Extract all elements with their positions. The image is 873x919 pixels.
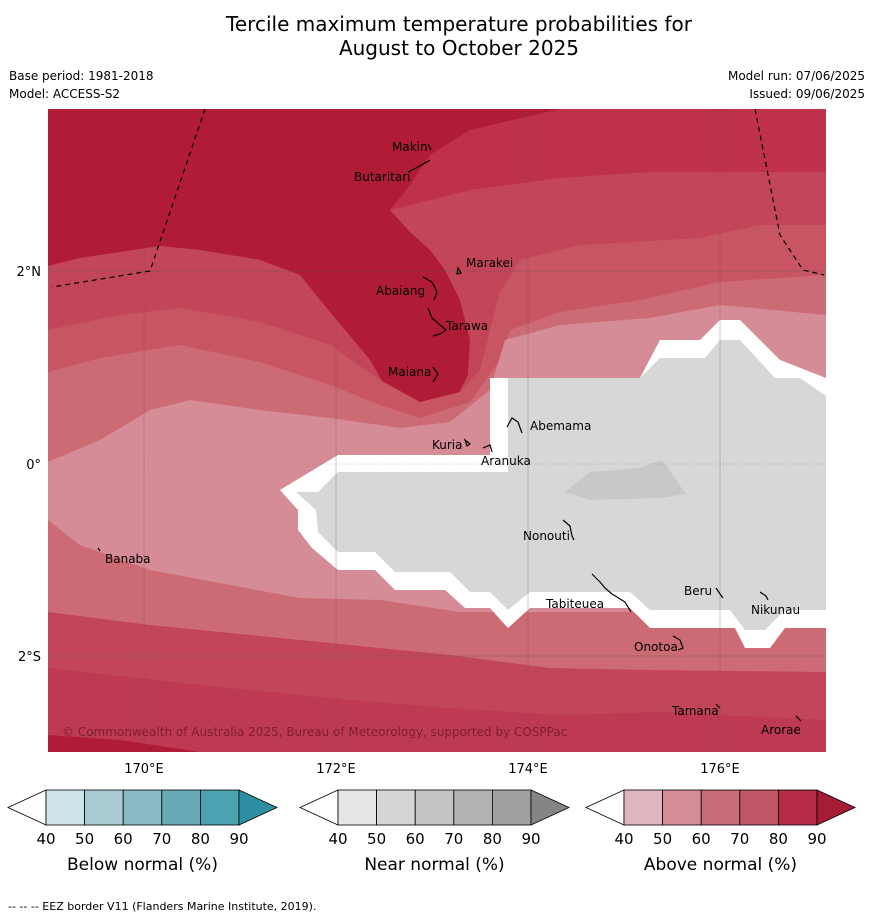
- island-label: Abaiang: [376, 284, 425, 298]
- colorbar-tick-label: 40: [328, 830, 347, 848]
- colorbar-cell: [161, 789, 201, 826]
- meta-left: Base period: 1981-2018 Model: ACCESS-S2: [9, 68, 154, 104]
- colorbar-title: Above normal (%): [644, 855, 797, 875]
- band-90-south: [48, 735, 200, 752]
- colorbar-tick-label: 40: [614, 830, 633, 848]
- colorbar-cell: [700, 789, 741, 826]
- island-label: Beru: [684, 584, 712, 598]
- colorbar-cell: [45, 789, 85, 826]
- colorbar-title: Below normal (%): [67, 855, 218, 875]
- lon-tick-label: 174°E: [508, 762, 548, 777]
- colorbar-tick-label: 70: [444, 830, 463, 848]
- model-run-text: Model run: 07/06/2025: [727, 69, 865, 83]
- island-label: Abemama: [530, 419, 591, 433]
- island-label: Tarawa: [445, 319, 488, 333]
- colorbar-legends: 40 50 60 70 80 90 Below normal (%) 40 50 60 70 80 90…: [7, 789, 856, 875]
- model-text: Model: ACCESS-S2: [9, 87, 121, 101]
- colorbar-tick-label: 50: [653, 830, 672, 848]
- colorbar-low-arrow: [585, 789, 625, 826]
- colorbar-low-arrow: [299, 789, 339, 826]
- eez-border: [51, 109, 825, 288]
- island-label: Maiana: [388, 365, 431, 379]
- colorbar-cell: [491, 789, 532, 826]
- colorbar-low-arrow: [7, 789, 47, 826]
- axis-labels: 170°E 172°E 174°E 176°E 2°N 0° 2°S: [17, 265, 740, 777]
- island-label: Aranuka: [481, 454, 531, 468]
- colorbar: 40 50 60 70 80 90 Above normal (%): [585, 789, 856, 875]
- lon-tick-label: 176°E: [700, 762, 740, 777]
- colorbar-cell: [778, 789, 818, 826]
- issued-text: Issued: 09/06/2025: [749, 87, 865, 101]
- lat-tick-label: 2°N: [17, 265, 42, 280]
- lon-tick-label: 172°E: [316, 762, 356, 777]
- copyright-text: © Commonwealth of Australia 2025, Bureau…: [62, 725, 567, 739]
- colorbar-tick-label: 90: [229, 830, 248, 848]
- eez-footnote: -- -- -- EEZ border V11 (Flanders Marine…: [8, 900, 317, 913]
- colorbar-tick-label: 40: [36, 830, 55, 848]
- island-label: Banaba: [105, 552, 151, 566]
- colorbar-tick-label: 80: [483, 830, 502, 848]
- colorbar-title: Near normal (%): [364, 855, 504, 875]
- map-title: Tercile maximum temperature probabilitie…: [0, 12, 873, 60]
- colorbar-cell: [662, 789, 702, 826]
- colorbar-cell: [739, 789, 779, 826]
- island-labels: Makin Butaritari Marakei Abaiang Tarawa …: [105, 140, 801, 737]
- near-normal-50-patch: [565, 460, 686, 500]
- colorbar-tick-label: 50: [75, 830, 94, 848]
- colorbar-tick-label: 60: [692, 830, 711, 848]
- island-label: Kuria: [432, 438, 463, 452]
- colorbar: 40 50 60 70 80 90 Near normal (%): [299, 789, 570, 875]
- colorbar-cell: [376, 789, 416, 826]
- colorbar-cell: [199, 789, 240, 826]
- colorbar-tick-label: 70: [730, 830, 749, 848]
- island-label: Arorae: [761, 723, 801, 737]
- title-line-1: Tercile maximum temperature probabilitie…: [226, 12, 692, 36]
- colorbar-high-arrow: [530, 789, 570, 826]
- band-90-top: [48, 109, 560, 410]
- graticule: [48, 109, 826, 752]
- colorbar-tick-label: 80: [191, 830, 210, 848]
- base-period-text: Base period: 1981-2018: [9, 69, 154, 83]
- island-label: Makin: [392, 140, 428, 154]
- colorbar-tick-label: 90: [521, 830, 540, 848]
- island-label: Tabiteuea: [545, 597, 604, 611]
- island-label: Butaritari: [354, 170, 411, 184]
- title-line-2: August to October 2025: [338, 36, 580, 60]
- band-80-south: [48, 668, 826, 752]
- colorbar-tick-label: 60: [114, 830, 133, 848]
- colorbar-cell: [84, 789, 124, 826]
- colorbar-high-arrow: [238, 789, 278, 826]
- island-label: Onotoa: [634, 640, 678, 654]
- colorbar-cell: [122, 789, 163, 826]
- colorbar-high-arrow: [816, 789, 856, 826]
- island-shapes: [97, 143, 802, 722]
- colorbar-tick-label: 90: [807, 830, 826, 848]
- colorbar-cell: [337, 789, 377, 826]
- meta-right: Model run: 07/06/2025 Issued: 09/06/2025: [728, 68, 865, 104]
- colorbar-cell: [414, 789, 455, 826]
- colorbar: 40 50 60 70 80 90 Below normal (%): [7, 789, 278, 875]
- island-label: Marakei: [466, 256, 513, 270]
- lon-tick-label: 170°E: [124, 762, 164, 777]
- near-normal-region: [296, 340, 826, 630]
- lat-tick-label: 0°: [26, 458, 41, 473]
- colorbar-cell: [453, 789, 493, 826]
- colorbar-cell: [623, 789, 663, 826]
- colorbar-tick-label: 80: [769, 830, 788, 848]
- colorbar-tick-label: 60: [406, 830, 425, 848]
- map-field: Makin Butaritari Marakei Abaiang Tarawa …: [48, 109, 826, 752]
- colorbar-tick-label: 70: [152, 830, 171, 848]
- island-label: Nikunau: [751, 603, 800, 617]
- island-label: Tamana: [671, 704, 719, 718]
- island-label: Nonouti: [523, 529, 570, 543]
- lat-tick-label: 2°S: [18, 650, 41, 665]
- colorbar-tick-label: 50: [367, 830, 386, 848]
